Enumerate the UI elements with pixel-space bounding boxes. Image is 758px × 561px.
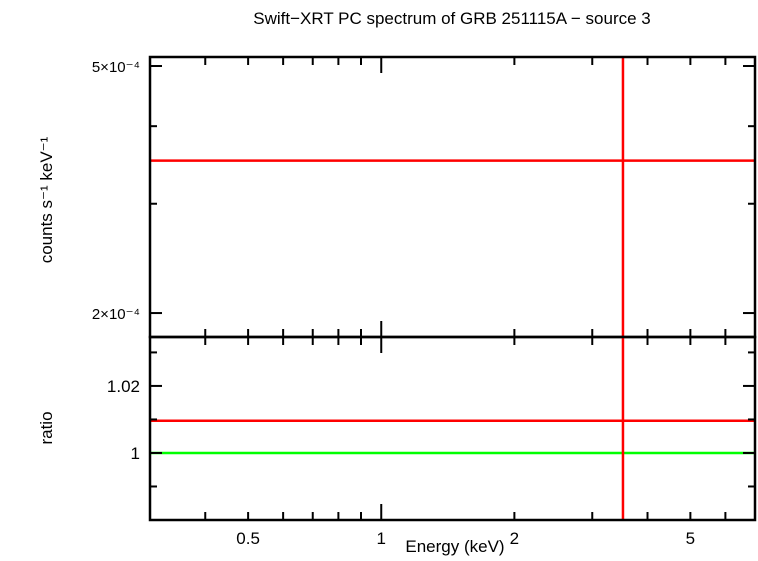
- panel-frame: [148, 335, 757, 522]
- x-axis-label: Energy (keV): [405, 537, 504, 556]
- y-tick-label: 5×10⁻⁴: [92, 59, 140, 76]
- x-tick-label: 2: [510, 529, 519, 548]
- top-y-axis-label: counts s⁻¹ keV⁻¹: [37, 136, 56, 263]
- y-tick-label: 1.02: [107, 377, 140, 396]
- x-tick-label: 5: [686, 529, 695, 548]
- bottom-y-axis-label: ratio: [37, 411, 56, 444]
- chart-title: Swift−XRT PC spectrum of GRB 251115A − s…: [253, 9, 651, 28]
- y-tick-label: 2×10⁻⁴: [92, 306, 140, 323]
- x-tick-label: 1: [377, 529, 386, 548]
- x-tick-label: 0.5: [236, 529, 260, 548]
- y-tick-label: 1: [131, 444, 140, 463]
- panel-frame: [148, 55, 757, 339]
